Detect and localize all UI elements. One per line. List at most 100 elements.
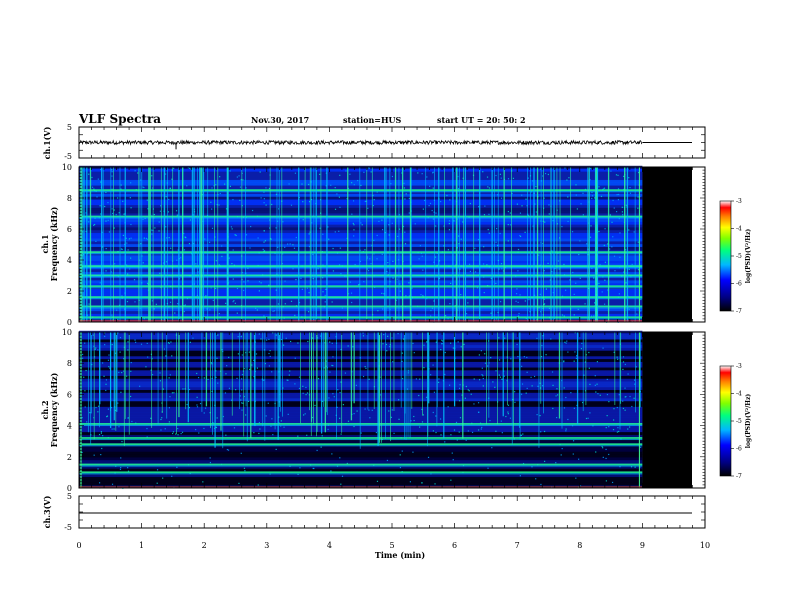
spec-speckle [330, 184, 332, 186]
spec-speckle [160, 429, 162, 431]
spec-speckle [130, 237, 132, 239]
spec-speckle [596, 361, 599, 363]
spec-speckle [277, 303, 280, 305]
spec-speckle [177, 434, 179, 436]
spec-speckle [188, 242, 191, 245]
spec-speckle [98, 482, 101, 484]
spec-speckle [196, 404, 198, 406]
spec-speckle [350, 292, 353, 294]
spec-speckle [478, 379, 481, 381]
spec-speckle [558, 268, 560, 270]
spec-speckle [239, 395, 242, 397]
spec-speckle [618, 293, 620, 295]
spec-speckle [333, 396, 335, 398]
spec-speckle [613, 408, 615, 410]
spec-speckle [225, 302, 227, 304]
spec-row [79, 361, 643, 365]
spec-speckle [556, 223, 558, 225]
spec-speckle [469, 202, 471, 205]
spec-speckle [444, 373, 446, 376]
spec-speckle [84, 406, 86, 408]
spec-speckle [624, 396, 626, 398]
spec-speckle [431, 209, 433, 212]
spec-speckle [571, 231, 574, 233]
spec-speckle [121, 371, 123, 374]
spec-speckle [303, 414, 305, 416]
y-tick-label: 2 [67, 453, 72, 462]
spec-speckle [118, 426, 120, 428]
spec-speckle [403, 187, 406, 189]
spec-speckle [216, 417, 218, 419]
spec-speckle [329, 371, 331, 373]
spec-speckle [356, 410, 358, 412]
spec-speckle [122, 234, 125, 237]
spec-speckle [468, 390, 470, 392]
spec-row [79, 339, 643, 343]
spec-speckle [241, 409, 243, 411]
spec-speckle [121, 248, 123, 250]
spec-band-edge [79, 445, 643, 447]
spec-speckle [111, 428, 113, 430]
spec-speckle [498, 374, 500, 376]
spec-speckle [214, 236, 216, 238]
spec-speckle [269, 355, 271, 358]
spec-speckle [297, 342, 299, 344]
spec-speckle [100, 168, 102, 171]
spec-speckle [505, 415, 507, 418]
spec-speckle [228, 356, 230, 359]
spec-speckle [176, 259, 178, 261]
spec-speckle [228, 257, 230, 259]
spec-speckle [616, 193, 618, 196]
spec-speckle [482, 385, 484, 387]
spec-speckle [238, 175, 240, 177]
spec-speckle [360, 222, 362, 224]
spec-speckle [498, 268, 500, 270]
spec-speckle [111, 483, 114, 485]
spec-speckle [544, 172, 547, 175]
spec-speckle [337, 389, 339, 391]
spec-speckle [334, 231, 336, 233]
spec-speckle [477, 429, 480, 431]
spec-speckle [490, 356, 492, 359]
spec-speckle [294, 357, 296, 359]
spec-speckle [109, 367, 111, 369]
spec-speckle [243, 395, 245, 398]
spec-speckle [501, 268, 503, 270]
spec-row [79, 406, 643, 410]
spec-speckle [599, 394, 601, 396]
spec-speckle [441, 343, 443, 345]
spec-speckle [263, 250, 266, 252]
spec-speckle [484, 362, 486, 364]
spec-speckle [483, 246, 485, 248]
spec-speckle [606, 378, 608, 381]
spec-speckle [99, 282, 101, 284]
spec-speckle [257, 484, 259, 486]
spec-speckle [430, 309, 432, 312]
spec-speckle [401, 172, 403, 174]
spec-speckle [421, 421, 424, 423]
spec-speckle [127, 467, 129, 469]
spec-speckle [311, 222, 313, 224]
spec-row [79, 389, 643, 393]
spec-speckle [201, 193, 203, 196]
spec-speckle [402, 225, 405, 228]
spec-speckle [323, 367, 325, 369]
spec-speckle [455, 421, 458, 424]
spec-speckle [497, 244, 499, 247]
spec-speckle [629, 192, 632, 194]
spec-row [79, 381, 643, 385]
spec-speckle [86, 314, 89, 316]
spec-speckle [241, 373, 244, 376]
spec-speckle [88, 221, 90, 223]
spec-speckle [524, 300, 526, 302]
spec-speckle [210, 362, 212, 364]
spec-speckle [275, 227, 277, 229]
spec-speckle [509, 224, 512, 226]
spec-speckle [270, 238, 272, 240]
spec-speckle [459, 417, 462, 419]
spec-speckle [552, 384, 554, 386]
spec-speckle [609, 214, 611, 216]
spec-row [79, 313, 643, 317]
spec-speckle [267, 402, 269, 404]
spec-speckle [417, 172, 419, 174]
